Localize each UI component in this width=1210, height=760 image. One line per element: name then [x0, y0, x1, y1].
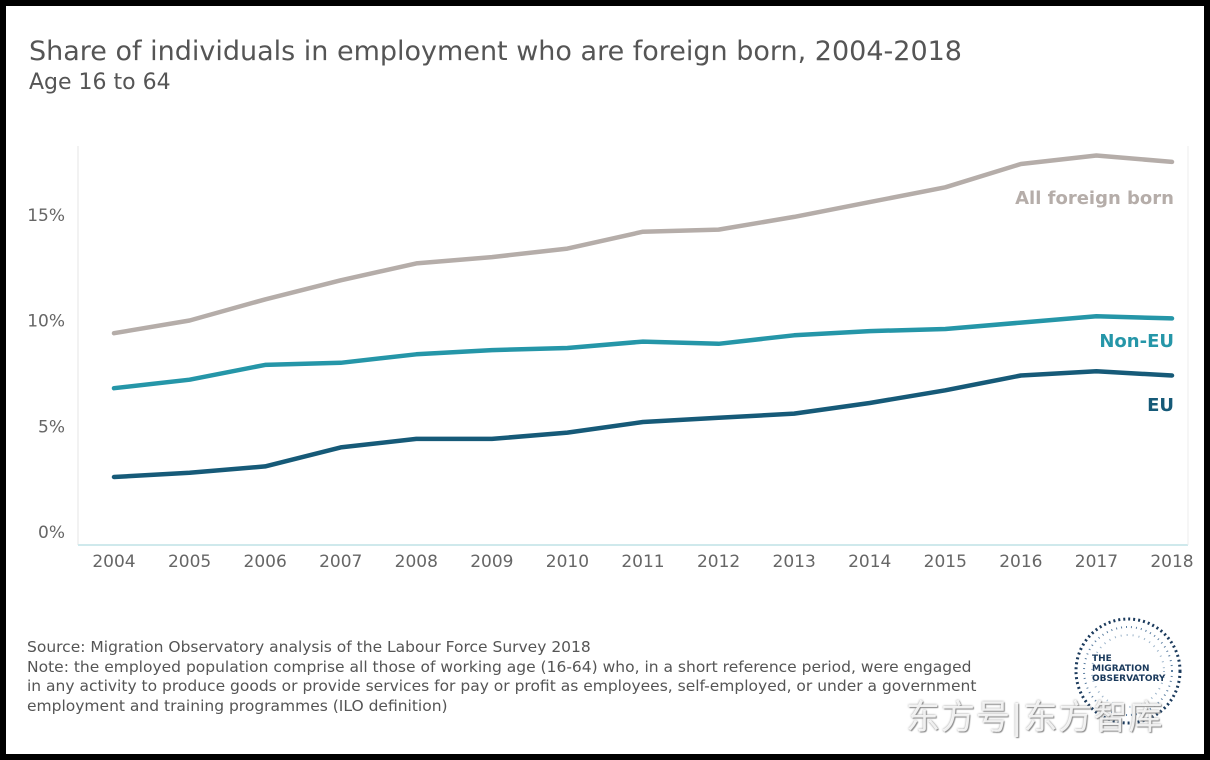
y-tick-label: 10%	[27, 312, 65, 332]
x-tick-label: 2004	[92, 552, 135, 572]
series-label: Non-EU	[1099, 331, 1174, 352]
x-tick-label: 2015	[924, 552, 967, 572]
x-tick-label: 2007	[319, 552, 362, 572]
series-line-all-foreign-born	[111, 153, 1175, 336]
line-chart: 0% 5% 10% 15% 2004 2005 2006 2007 2008 2009 2010 20…	[27, 146, 1194, 572]
chart-subtitle: Age 16 to 64	[29, 70, 171, 95]
series-label: EU	[1147, 395, 1174, 416]
x-tick-label: 2013	[773, 552, 816, 572]
y-tick-label: 15%	[27, 206, 65, 226]
watermark: 东方号|东方智库	[906, 698, 1164, 738]
x-tick-label: 2005	[168, 552, 211, 572]
y-tick-label: 0%	[38, 523, 65, 543]
migration-observatory-logo	[1074, 617, 1182, 725]
x-tick-label: 2009	[470, 552, 513, 572]
x-tick-label: 2011	[621, 552, 664, 572]
x-tick-label: 2006	[244, 552, 287, 572]
series-label: All foreign born	[1015, 188, 1174, 209]
x-tick-label: 2010	[546, 552, 589, 572]
note-line-3: employment and training programmes (ILO …	[27, 696, 448, 715]
y-tick-label: 5%	[38, 417, 65, 437]
series-line-non-eu	[111, 314, 1175, 391]
x-tick-label: 2016	[999, 552, 1042, 572]
note-line-2: in any activity to produce goods or prov…	[27, 677, 977, 695]
x-tick-label: 2018	[1150, 552, 1193, 572]
x-tick-label: 2012	[697, 552, 740, 572]
source-note: Source: Migration Observatory analysis o…	[27, 638, 591, 656]
note-line-1: Note: the employed population comprise a…	[27, 657, 972, 676]
x-tick-label: 2008	[395, 552, 438, 572]
x-tick-label: 2017	[1075, 552, 1118, 572]
logo-text: THE MIGRATION OBSERVATORY	[1092, 654, 1166, 684]
chart-footer: Source: Migration Observatory analysis o…	[27, 638, 1067, 716]
series-line-eu	[111, 369, 1175, 480]
chart-title: Share of individuals in employment who a…	[29, 36, 962, 67]
x-tick-label: 2014	[848, 552, 891, 572]
chart-frame: Share of individuals in employment who a…	[6, 6, 1204, 754]
